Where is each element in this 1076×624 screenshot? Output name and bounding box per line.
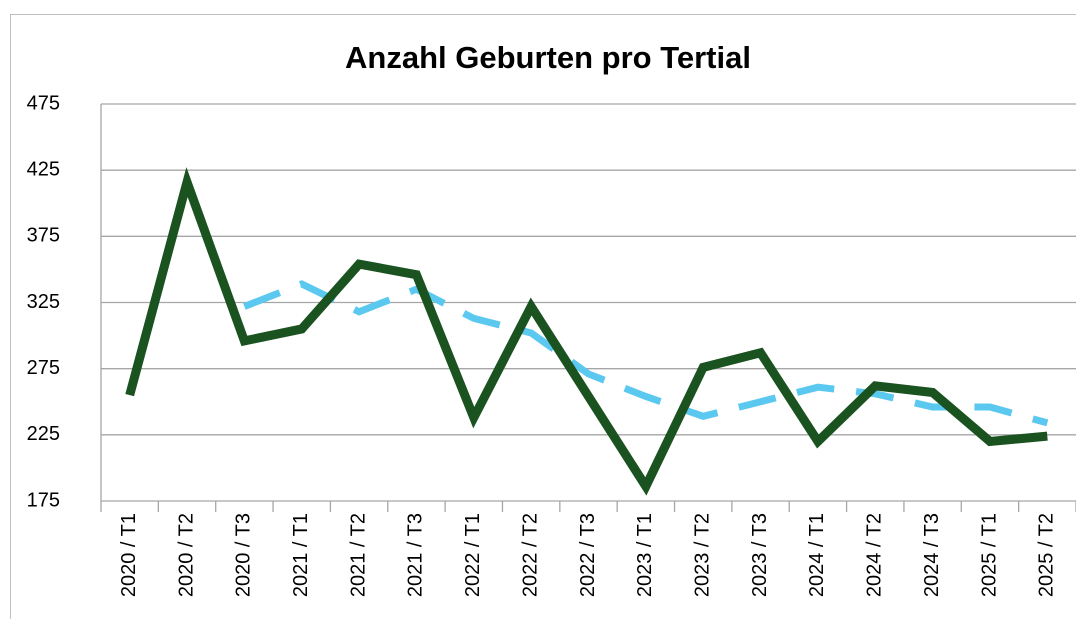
line-series	[244, 284, 1047, 423]
x-tick-label: 2020 / T1	[118, 513, 140, 597]
x-tick-label: 2024 / T3	[921, 513, 943, 597]
x-tick-label: 2023 / T2	[691, 513, 713, 597]
chart-border	[11, 15, 1076, 620]
x-tick-label: 2022 / T2	[519, 513, 541, 597]
y-tick-label: 475	[27, 92, 60, 114]
x-tick-label: 2021 / T3	[405, 513, 427, 597]
x-tick-label: 2022 / T3	[577, 513, 599, 597]
x-tick-label: 2021 / T1	[290, 513, 312, 597]
y-tick-label: 375	[27, 225, 60, 247]
chart-title: Anzahl Geburten pro Tertial	[345, 40, 751, 75]
y-tick-label: 425	[27, 158, 60, 180]
x-tick-label: 2020 / T2	[175, 513, 197, 597]
y-tick-label: 325	[27, 291, 60, 313]
x-tick-label: 2025 / T2	[1036, 513, 1058, 597]
y-tick-label: 225	[27, 423, 60, 445]
line-series	[130, 182, 1048, 486]
x-tick-label: 2020 / T3	[233, 513, 255, 597]
y-tick-label: 175	[27, 489, 60, 511]
y-tick-label: 275	[27, 357, 60, 379]
x-tick-label: 2024 / T1	[806, 513, 828, 597]
x-tick-label: 2023 / T1	[634, 513, 656, 597]
x-tick-label: 2022 / T1	[462, 513, 484, 597]
x-tick-label: 2021 / T2	[347, 513, 369, 597]
x-tick-label: 2023 / T3	[749, 513, 771, 597]
x-tick-label: 2024 / T2	[864, 513, 886, 597]
x-tick-label: 2025 / T1	[978, 513, 1000, 597]
